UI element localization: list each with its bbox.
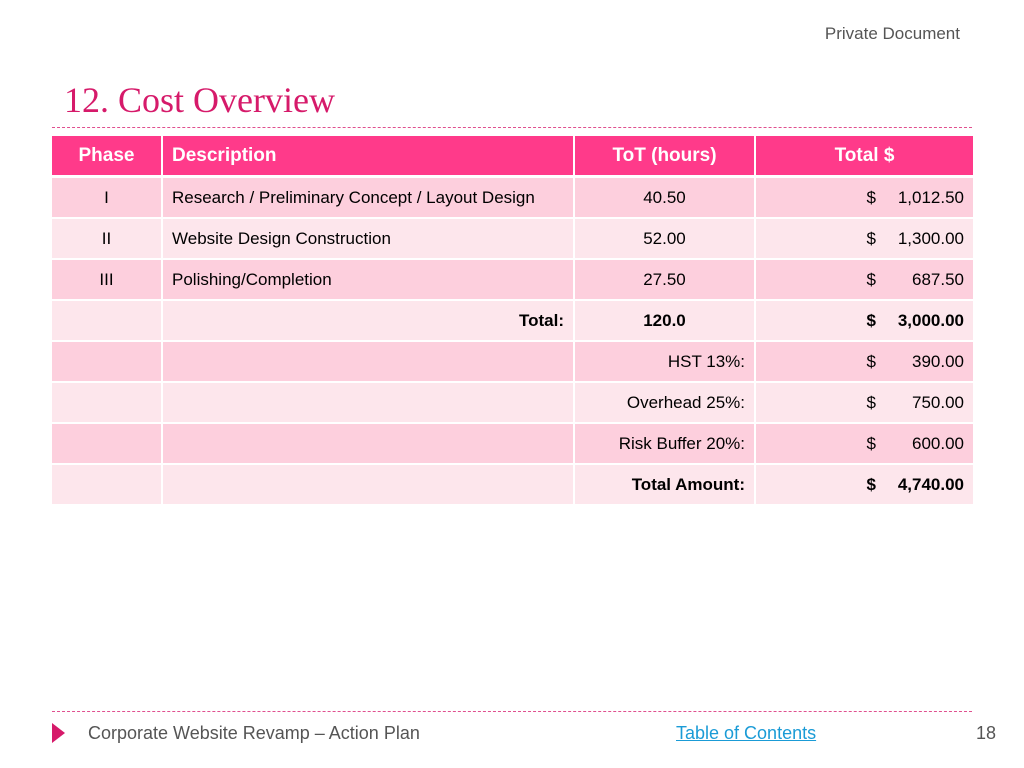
grand-total-label: Total Amount: — [574, 464, 756, 506]
hst-row: HST 13%: $390.00 — [52, 341, 973, 383]
amount: 750.00 — [912, 392, 964, 412]
column-header-hours: ToT (hours) — [574, 136, 756, 178]
phase-cell: II — [52, 218, 163, 260]
hours-cell: 52.00 — [574, 218, 756, 260]
empty-cell — [52, 341, 163, 383]
amount: 600.00 — [912, 433, 964, 453]
total-cell: $3,000.00 — [755, 300, 973, 342]
footer-divider — [52, 711, 972, 712]
currency-symbol: $ — [866, 433, 876, 453]
amount: 4,740.00 — [897, 474, 964, 494]
amount: 3,000.00 — [897, 310, 964, 330]
hours-cell: 27.50 — [574, 259, 756, 301]
table-row: II Website Design Construction 52.00 $1,… — [52, 218, 973, 260]
currency-symbol: $ — [866, 269, 876, 289]
amount: 390.00 — [912, 351, 964, 371]
table-of-contents-link[interactable]: Table of Contents — [676, 723, 817, 743]
hst-label: HST 13%: — [574, 341, 756, 383]
currency-symbol: $ — [866, 228, 876, 248]
total-cell: $1,300.00 — [755, 218, 973, 260]
grand-total-row: Total Amount: $4,740.00 — [52, 464, 973, 506]
risk-buffer-row: Risk Buffer 20%: $600.00 — [52, 423, 973, 465]
currency-symbol: $ — [866, 351, 876, 371]
total-cell: $1,012.50 — [755, 176, 973, 219]
risk-buffer-label: Risk Buffer 20%: — [574, 423, 756, 465]
empty-cell — [52, 300, 163, 342]
empty-cell — [52, 423, 163, 465]
hst-cell: $390.00 — [755, 341, 973, 383]
empty-cell — [162, 382, 575, 424]
phase-cell: I — [52, 176, 163, 219]
currency-symbol: $ — [866, 392, 876, 412]
column-header-description: Description — [162, 136, 575, 178]
currency-symbol: $ — [866, 310, 876, 330]
empty-cell — [162, 341, 575, 383]
description-cell: Polishing/Completion — [162, 259, 575, 301]
table-row: I Research / Preliminary Concept / Layou… — [52, 176, 973, 219]
column-header-phase: Phase — [52, 136, 163, 178]
amount: 687.50 — [912, 269, 964, 289]
cost-table: Phase Description ToT (hours) Total $ I … — [52, 136, 973, 506]
grand-total-cell: $4,740.00 — [755, 464, 973, 506]
description-cell: Website Design Construction — [162, 218, 575, 260]
overhead-cell: $750.00 — [755, 382, 973, 424]
overhead-row: Overhead 25%: $750.00 — [52, 382, 973, 424]
currency-symbol: $ — [866, 187, 876, 207]
table-header-row: Phase Description ToT (hours) Total $ — [52, 136, 973, 178]
total-row: Total: 120.0 $3,000.00 — [52, 300, 973, 342]
triangle-bullet-icon — [52, 723, 65, 743]
total-hours: 120.0 — [574, 300, 756, 342]
total-cell: $687.50 — [755, 259, 973, 301]
slide-title: 12. Cost Overview — [64, 80, 335, 120]
phase-cell: III — [52, 259, 163, 301]
footer-title: Corporate Website Revamp – Action Plan — [88, 723, 420, 743]
empty-cell — [52, 464, 163, 506]
column-header-total: Total $ — [755, 136, 973, 178]
amount: 1,012.50 — [897, 187, 964, 207]
empty-cell — [162, 464, 575, 506]
amount: 1,300.00 — [897, 228, 964, 248]
title-divider — [52, 127, 972, 128]
empty-cell — [162, 423, 575, 465]
overhead-label: Overhead 25%: — [574, 382, 756, 424]
page-number: 18 — [975, 723, 996, 743]
risk-buffer-cell: $600.00 — [755, 423, 973, 465]
currency-symbol: $ — [866, 474, 876, 494]
total-label: Total: — [162, 300, 575, 342]
hours-cell: 40.50 — [574, 176, 756, 219]
description-cell: Research / Preliminary Concept / Layout … — [162, 176, 575, 219]
empty-cell — [52, 382, 163, 424]
document-label: Private Document — [824, 24, 960, 43]
table-row: III Polishing/Completion 27.50 $687.50 — [52, 259, 973, 301]
